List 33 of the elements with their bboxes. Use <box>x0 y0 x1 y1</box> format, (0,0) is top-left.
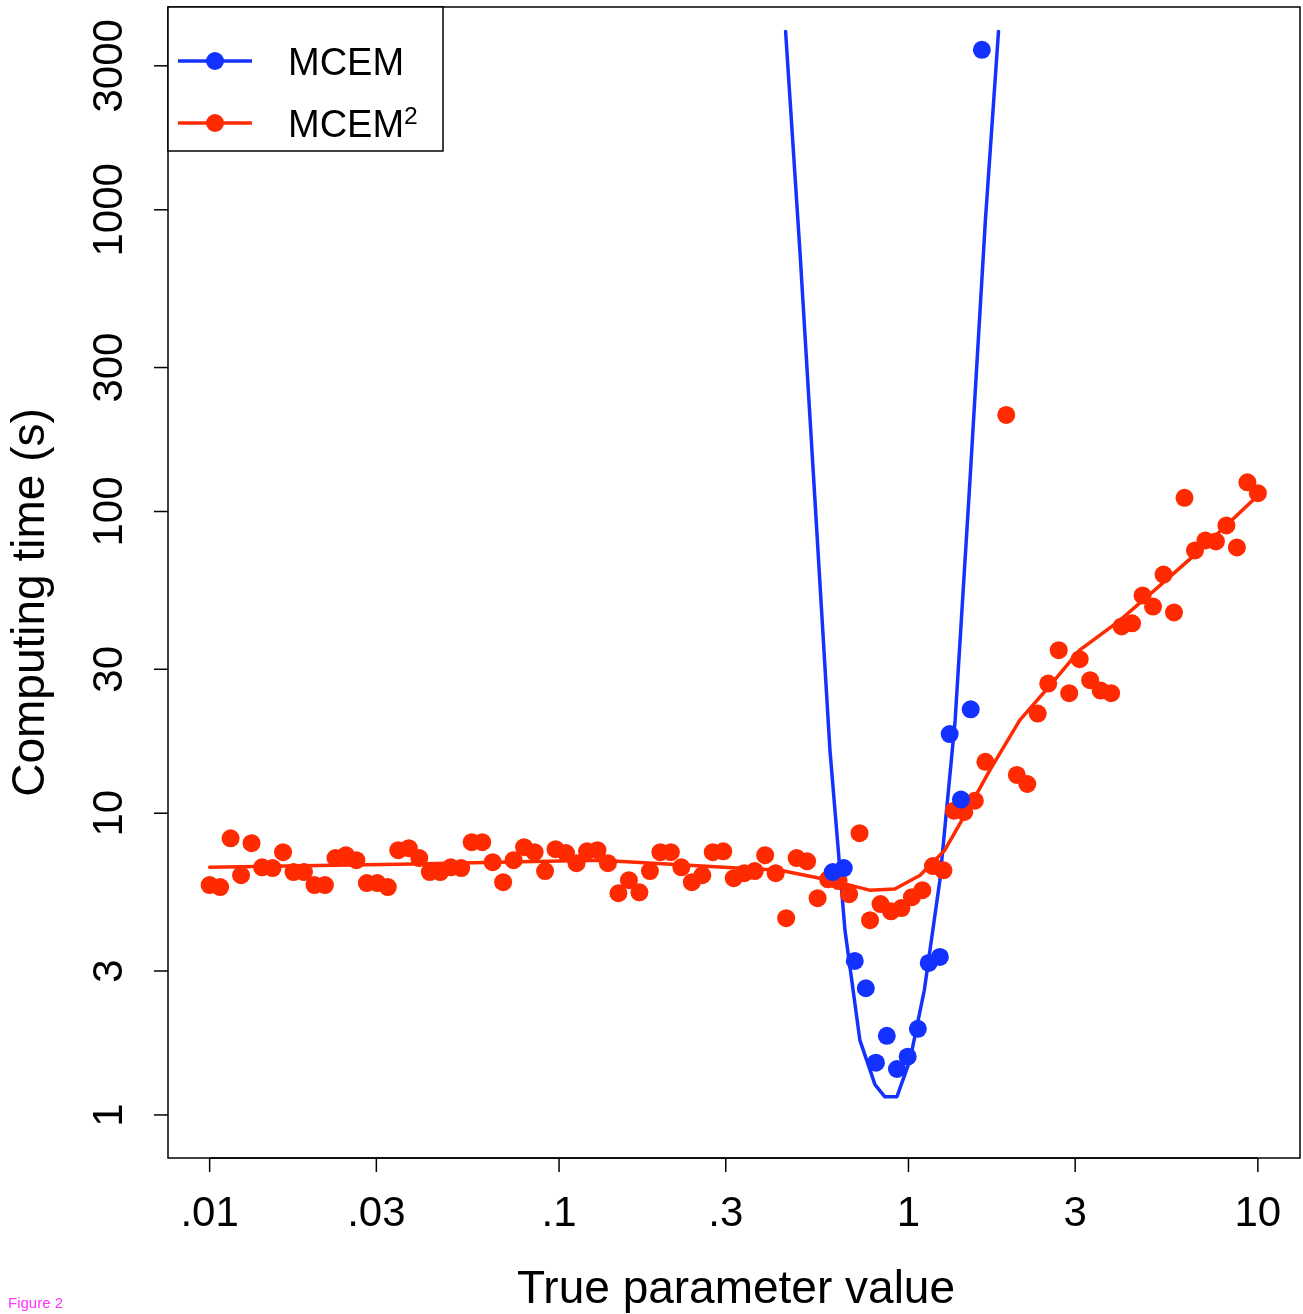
x-tick-label: .1 <box>541 1188 577 1235</box>
point <box>930 947 949 966</box>
y-tick-label: 30 <box>84 645 131 693</box>
x-axis-title: True parameter value <box>516 1261 956 1313</box>
y-tick-label: 1 <box>84 1103 131 1127</box>
x-tick-label: .3 <box>708 1188 744 1235</box>
y-axis-title: Computing time (s) <box>2 408 54 797</box>
point <box>887 1060 906 1079</box>
x-tick-label: 1 <box>896 1188 921 1235</box>
x-tick-label: .03 <box>347 1188 406 1235</box>
point <box>908 1019 927 1038</box>
x-tick-label: 10 <box>1234 1188 1282 1235</box>
y-tick-label: 3000 <box>84 19 131 113</box>
y-tick-label: 100 <box>84 476 131 547</box>
y-tick-label: 1000 <box>84 163 131 257</box>
y-tick-label: 10 <box>84 789 131 837</box>
y-tick-label: 300 <box>84 332 131 403</box>
point <box>951 790 970 809</box>
y-tick-label: 3 <box>84 959 131 983</box>
point <box>834 859 853 878</box>
legend-label: MCEM$^{2}$ <box>288 101 418 145</box>
point <box>972 40 991 59</box>
point <box>856 979 875 998</box>
legend-label: MCEM <box>288 41 405 83</box>
point <box>866 1053 885 1072</box>
x-tick-label: .01 <box>180 1188 239 1235</box>
point <box>940 725 959 744</box>
x-tick-label: 3 <box>1063 1188 1087 1235</box>
point <box>845 951 864 970</box>
point <box>877 1026 896 1045</box>
point <box>898 1047 917 1066</box>
point <box>961 700 980 719</box>
caption: Figure 2 <box>8 1294 64 1311</box>
